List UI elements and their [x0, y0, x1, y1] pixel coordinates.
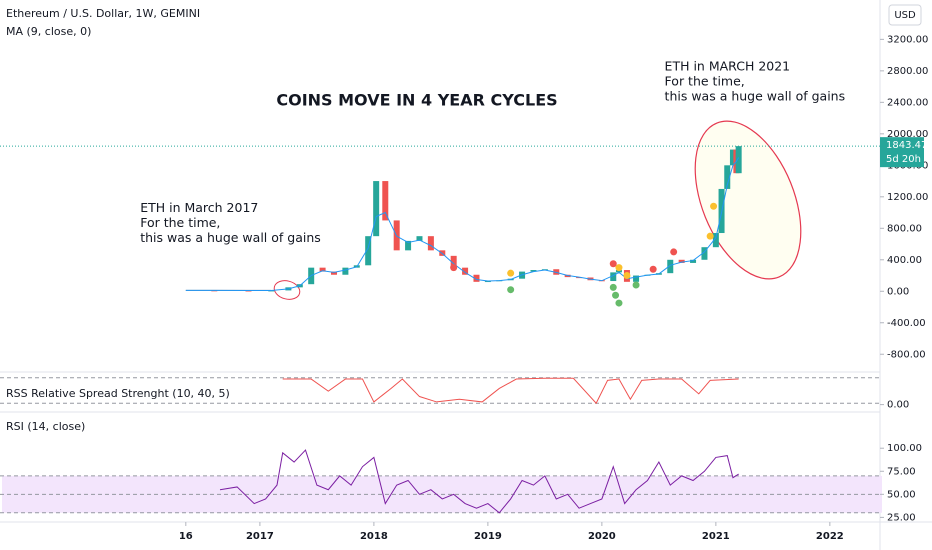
candle	[735, 146, 742, 174]
y-tick-label: 25.00	[887, 512, 916, 523]
y-tick-label: 75.00	[887, 466, 916, 477]
series-line	[219, 449, 739, 514]
signal-dot	[615, 264, 623, 272]
candle	[450, 255, 457, 268]
y-tick-label: 3200.00	[887, 34, 928, 45]
candle	[473, 274, 480, 282]
annotation: this was a huge wall of gains	[140, 230, 321, 245]
last-price-box	[880, 137, 924, 168]
candle	[530, 270, 537, 272]
annotation: ETH in MARCH 2021	[665, 58, 791, 73]
signal-dot	[649, 265, 657, 273]
signal-dot	[710, 202, 718, 210]
y-tick-label: 50.00	[887, 489, 916, 500]
highlight-ellipse	[694, 120, 802, 280]
countdown-label: 5d 20h	[886, 154, 921, 165]
candle	[416, 236, 423, 241]
candle	[365, 236, 372, 266]
candle	[678, 259, 685, 263]
candle	[427, 236, 434, 251]
candle	[729, 149, 736, 166]
legend-entry: Ethereum / U.S. Dollar, 1W, GEMINI	[6, 7, 200, 20]
signal-dot	[450, 264, 458, 272]
signal-dot	[609, 260, 617, 268]
candle	[724, 165, 731, 189]
y-tick-label: 0.00	[887, 286, 909, 297]
x-tick-label: 2018	[360, 531, 388, 542]
x-tick-label: 2021	[702, 531, 730, 542]
candle	[615, 270, 622, 273]
signal-dot	[706, 232, 714, 240]
signal-dot	[670, 248, 678, 256]
y-tick-label: 1200.00	[887, 192, 928, 203]
y-tick-label: 100.00	[887, 443, 922, 454]
series-line	[282, 377, 739, 405]
candle	[382, 181, 389, 221]
candle	[330, 271, 337, 275]
candle	[690, 259, 697, 263]
candle	[405, 240, 412, 251]
last-price-label: 1843.47	[886, 140, 927, 151]
legend-entry: RSI (14, close)	[6, 420, 85, 433]
legend-entry: RSS Relative Spread Strenght (10, 40, 5)	[6, 387, 230, 400]
y-tick-label: 2400.00	[887, 97, 928, 108]
chart-title: COINS MOVE IN 4 YEAR CYCLES	[276, 91, 557, 110]
y-tick-label: 800.00	[887, 223, 922, 234]
y-tick-label: 2000.00	[887, 129, 928, 140]
currency-button[interactable]	[888, 4, 922, 26]
x-tick-label: 2017	[246, 531, 274, 542]
currency-label[interactable]: USD	[894, 10, 916, 21]
signal-dot	[632, 281, 640, 289]
signal-dot	[609, 283, 617, 291]
highlight-ellipse	[273, 280, 301, 300]
candle	[701, 247, 708, 260]
y-tick-label: 2800.00	[887, 66, 928, 77]
candle	[342, 267, 349, 275]
series-line	[185, 157, 740, 291]
signal-dot	[507, 269, 515, 277]
legend-entry: MA (9, close, 0)	[6, 25, 91, 38]
x-tick-label: 2019	[474, 531, 502, 542]
candle	[462, 267, 469, 275]
candle	[610, 272, 617, 282]
price-pane	[0, 145, 882, 514]
y-tick-label: 400.00	[887, 255, 922, 266]
signal-dot	[623, 272, 631, 280]
signal-dot	[615, 299, 623, 307]
candle	[633, 275, 640, 282]
y-tick-label: -800.00	[887, 349, 926, 360]
x-tick-label: 2022	[816, 531, 844, 542]
annotation: this was a huge wall of gains	[665, 88, 846, 103]
candle	[373, 181, 380, 237]
candle	[712, 233, 719, 248]
annotation: For the time,	[140, 215, 220, 230]
candle	[667, 259, 674, 274]
y-tick-label: 0.00	[887, 400, 909, 411]
y-tick-label: -400.00	[887, 318, 926, 329]
signal-dot	[507, 286, 515, 294]
x-tick-label: 2020	[588, 531, 616, 542]
candle	[319, 267, 326, 272]
annotation: ETH in March 2017	[140, 200, 258, 215]
annotation: For the time,	[665, 73, 745, 88]
x-tick-label: 16	[179, 531, 193, 542]
signal-dot	[612, 291, 620, 299]
